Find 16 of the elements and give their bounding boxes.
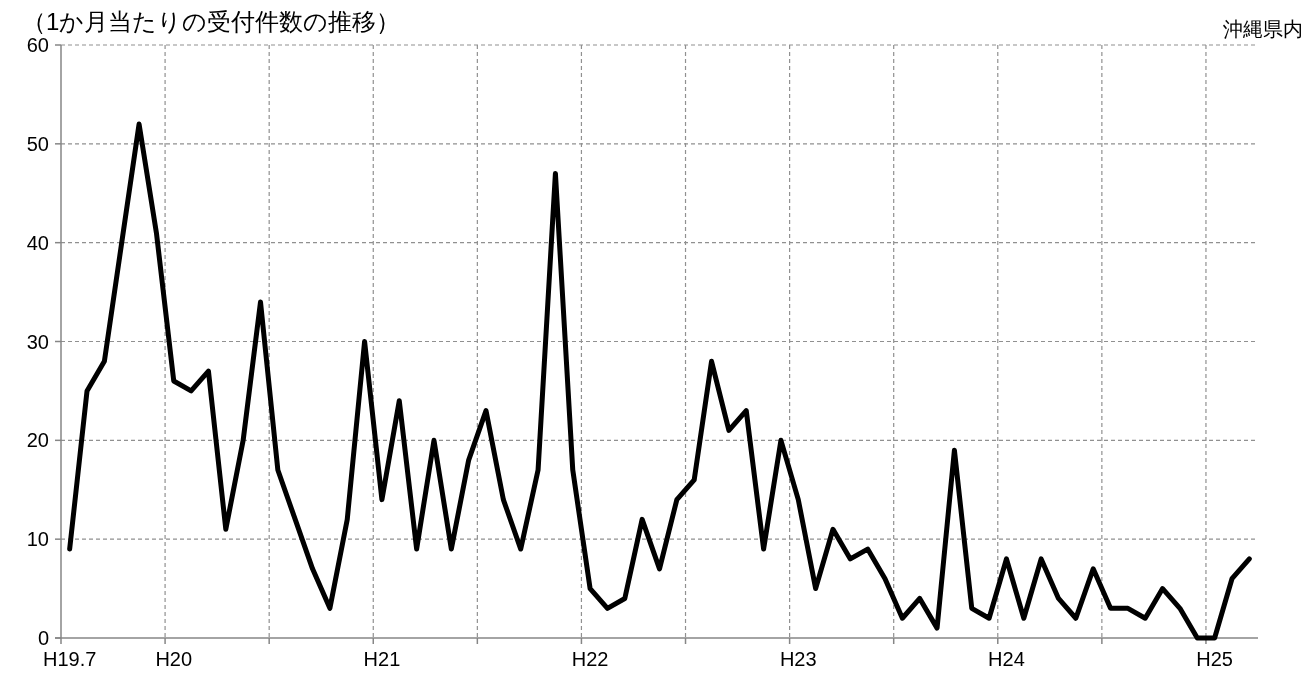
chart-title: （1か月当たりの受付件数の推移） [22, 8, 401, 35]
x-tick-label: H23 [779, 648, 817, 670]
y-tick-label: 10 [26, 528, 49, 551]
y-tick-label: 40 [26, 231, 49, 254]
x-tick-label: H21 [363, 648, 401, 670]
x-tick-label: H19.7 [42, 648, 97, 670]
y-tick-label: 30 [26, 330, 49, 353]
y-tick-label: 50 [26, 132, 49, 155]
text: 沖縄県内 [1223, 18, 1303, 40]
x-tick-label: H25 [1196, 648, 1233, 670]
y-tick-label: 20 [26, 429, 49, 452]
y-tick-label: 0 [37, 627, 49, 649]
y-tick-label: 60 [26, 34, 49, 56]
x-tick-label: H22 [571, 648, 609, 670]
x-tick-label: H20 [155, 648, 193, 670]
x-tick-label: H24 [988, 648, 1025, 670]
